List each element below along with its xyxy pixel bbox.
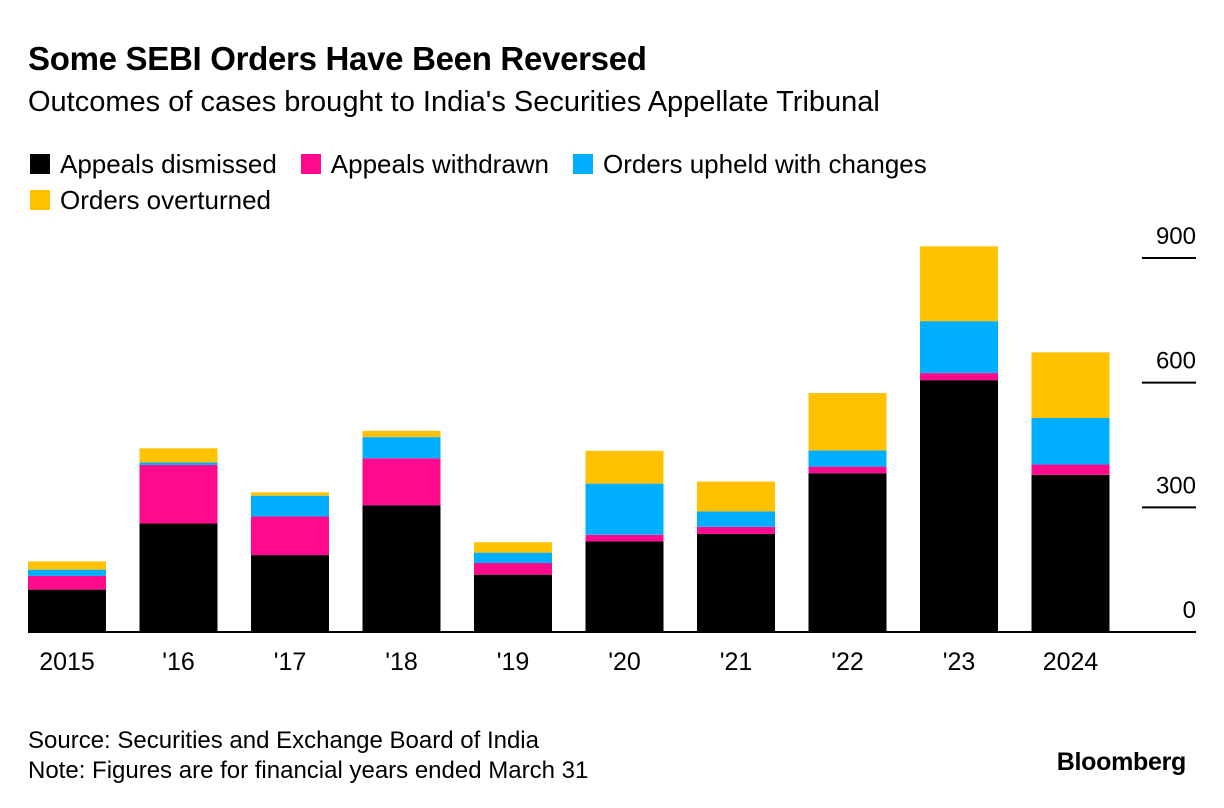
- legend-swatch-orders-overturned: [30, 190, 50, 210]
- bar-orders-upheld-with-changes-6: [697, 511, 775, 527]
- legend-swatch-orders-upheld-with-changes: [573, 154, 594, 174]
- bar-appeals-withdrawn-3: [362, 458, 441, 506]
- bar-orders-overturned-2: [251, 492, 329, 496]
- bar-orders-upheld-with-changes-0: [28, 569, 106, 576]
- bar-orders-overturned-4: [474, 542, 552, 553]
- bloomberg-logo: Bloomberg: [1056, 748, 1187, 776]
- bar-appeals-dismissed-2: [251, 555, 329, 632]
- bar-orders-upheld-with-changes-9: [1031, 417, 1110, 465]
- legend-label-orders-upheld-with-changes: Orders upheld with changes: [603, 148, 927, 179]
- x-tick-label-1: '16: [162, 648, 195, 676]
- x-tick-label-4: '19: [497, 648, 530, 676]
- bar-appeals-withdrawn-1: [139, 464, 218, 524]
- footer: Source: Securities and Exchange Board of…: [28, 726, 588, 786]
- x-tick-label-9: 2024: [1043, 648, 1099, 676]
- bar-appeals-withdrawn-2: [251, 516, 329, 556]
- bar-appeals-dismissed-1: [139, 523, 218, 632]
- bar-appeals-withdrawn-7: [808, 466, 887, 474]
- bar-orders-overturned-8: [920, 246, 998, 322]
- bar-orders-overturned-3: [362, 430, 441, 438]
- bar-appeals-dismissed-9: [1031, 474, 1110, 632]
- bar-appeals-dismissed-6: [697, 533, 775, 632]
- chart-subtitle: Outcomes of cases brought to India's Sec…: [28, 86, 880, 118]
- bar-orders-overturned-7: [808, 393, 887, 451]
- legend-item-orders-upheld-with-changes: Orders upheld with changes: [573, 146, 927, 182]
- bar-orders-overturned-5: [585, 450, 664, 484]
- bar-appeals-dismissed-5: [585, 541, 664, 632]
- x-tick-label-6: '21: [720, 648, 753, 676]
- legend-label-appeals-dismissed: Appeals dismissed: [60, 148, 277, 179]
- bar-orders-upheld-with-changes-1: [139, 462, 218, 465]
- stacked-bar-chart: 0 300 600 900 2015 '16 '17 '18 '19 '20 '21 '22 '23 20…: [28, 223, 1196, 676]
- bar-orders-overturned-0: [28, 561, 106, 570]
- x-tick-label-7: '22: [831, 648, 864, 676]
- chart-title: Some SEBI Orders Have Been Reversed: [28, 40, 647, 77]
- bar-appeals-withdrawn-9: [1031, 464, 1110, 475]
- y-tick-label-0: 0: [1183, 597, 1196, 624]
- bar-orders-upheld-with-changes-2: [251, 495, 329, 517]
- bar-appeals-dismissed-4: [474, 574, 552, 632]
- x-tick-label-5: '20: [608, 648, 641, 676]
- bar-appeals-withdrawn-4: [474, 563, 552, 575]
- x-tick-label-2: '17: [274, 648, 307, 676]
- y-tick-label-600: 600: [1156, 348, 1196, 375]
- y-tick-label-900: 900: [1156, 223, 1196, 250]
- bar-orders-upheld-with-changes-3: [362, 437, 441, 459]
- x-tick-label-8: '23: [943, 648, 976, 676]
- bar-orders-upheld-with-changes-5: [585, 483, 664, 535]
- legend-item-appeals-withdrawn: Appeals withdrawn: [300, 146, 550, 182]
- bar-orders-overturned-9: [1031, 352, 1110, 418]
- legend-swatch-appeals-withdrawn: [300, 154, 321, 174]
- bar-appeals-withdrawn-6: [697, 526, 775, 534]
- bar-orders-upheld-with-changes-4: [474, 552, 552, 564]
- bar-orders-overturned-1: [139, 448, 218, 463]
- legend-label-appeals-withdrawn: Appeals withdrawn: [330, 148, 550, 179]
- bar-appeals-withdrawn-0: [28, 575, 106, 590]
- bar-orders-upheld-with-changes-8: [920, 321, 998, 374]
- x-tick-label-0: 2015: [39, 648, 95, 676]
- bar-appeals-dismissed-8: [920, 380, 998, 632]
- legend: Appeals dismissed Appeals withdrawn Orde…: [30, 146, 1110, 218]
- bar-appeals-withdrawn-5: [585, 534, 664, 542]
- bar-appeals-dismissed-3: [362, 505, 441, 632]
- bar-orders-upheld-with-changes-7: [808, 450, 887, 467]
- source-note: Source: Securities and Exchange Board of…: [28, 727, 539, 754]
- legend-label-orders-overturned: Orders overturned: [60, 184, 271, 215]
- legend-swatch-appeals-dismissed: [30, 154, 50, 174]
- bar-appeals-dismissed-7: [808, 473, 887, 632]
- legend-item-appeals-dismissed: Appeals dismissed: [30, 146, 277, 182]
- bar-orders-overturned-6: [697, 481, 775, 512]
- bar-appeals-dismissed-0: [28, 589, 106, 632]
- bar-appeals-withdrawn-8: [920, 373, 998, 381]
- x-tick-label-3: '18: [385, 648, 418, 676]
- footnote: Note: Figures are for financial years en…: [28, 757, 589, 784]
- y-tick-label-300: 300: [1156, 472, 1196, 499]
- legend-item-orders-overturned: Orders overturned: [30, 182, 271, 218]
